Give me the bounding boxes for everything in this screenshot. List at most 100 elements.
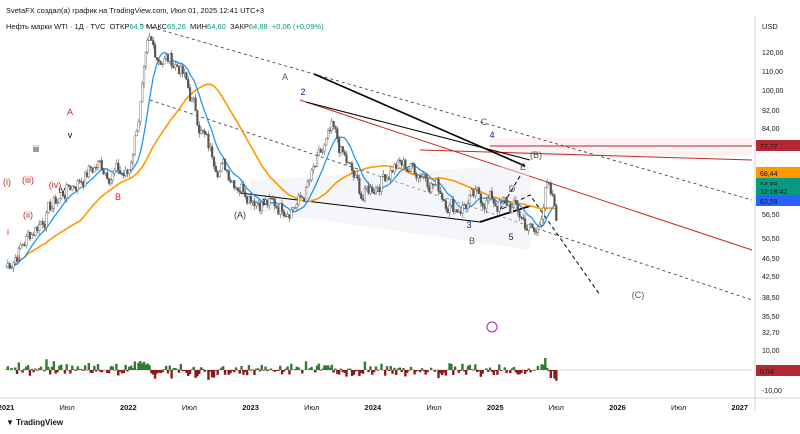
osc-bar [63, 370, 67, 374]
candle-body [466, 203, 470, 209]
osc-bar [453, 366, 457, 370]
candle-body [23, 244, 26, 246]
osc-bar [475, 370, 479, 373]
osc-bar [100, 370, 103, 373]
osc-bar [157, 370, 160, 373]
osc-bar [394, 370, 398, 375]
candle-body [282, 210, 286, 217]
time-axis-label: 2022 [120, 403, 137, 412]
osc-bar [266, 370, 269, 372]
osc-bar [172, 368, 175, 370]
candle-body [67, 184, 70, 187]
candle-body [419, 174, 422, 178]
osc-bar [146, 363, 149, 370]
osc-bar [262, 370, 265, 371]
osc-bar [523, 370, 527, 374]
candle-body [71, 185, 74, 191]
osc-bar [229, 370, 232, 374]
osc-bar [494, 370, 497, 372]
candle-body [96, 160, 100, 168]
osc-bar [30, 368, 33, 370]
price-tag [756, 365, 800, 376]
osc-bar [199, 367, 203, 370]
osc-bar [137, 362, 140, 370]
candle-body [534, 231, 538, 233]
wave-label: 4 [489, 130, 494, 140]
osc-bar [337, 370, 341, 375]
candle-body [341, 146, 344, 152]
osc-bar [188, 370, 192, 375]
osc-bar [369, 366, 372, 370]
osc-bar [106, 370, 109, 373]
candle-body [12, 262, 15, 268]
candle-body [468, 195, 471, 204]
osc-bar [301, 370, 304, 374]
candle-body [266, 199, 269, 206]
osc-bar [185, 370, 188, 373]
osc-bar [80, 369, 83, 370]
osc-bar [308, 368, 311, 370]
osc-bar [325, 365, 328, 370]
osc-bar [26, 365, 30, 370]
candle-body [161, 63, 164, 65]
osc-bar [275, 370, 278, 371]
price-axis-label: 92,00 [762, 108, 780, 115]
candle-body [185, 72, 188, 80]
candle-body [334, 126, 337, 130]
osc-bar [98, 370, 102, 372]
candle-body [448, 205, 451, 214]
candle-body [176, 64, 179, 67]
candle-body [461, 205, 464, 214]
candle-body [214, 166, 217, 172]
osc-bar [326, 365, 330, 370]
candle-body [198, 124, 201, 134]
candle-body [170, 53, 173, 67]
osc-bar [111, 366, 114, 370]
candle-body [229, 179, 232, 183]
osc-bar [135, 369, 138, 370]
candle-body [356, 174, 359, 179]
osc-bar [21, 370, 24, 373]
candle-body [378, 187, 381, 192]
candle-body [465, 204, 468, 209]
osc-bar [155, 370, 159, 374]
candle-body [293, 207, 297, 209]
candle-body [93, 167, 96, 173]
candle-body [133, 135, 136, 155]
candle-body [544, 187, 547, 209]
candle-body [496, 206, 499, 212]
osc-bar [198, 370, 201, 375]
osc-bar [240, 366, 243, 370]
candle-body [511, 207, 514, 214]
osc-bar [36, 370, 39, 371]
osc-bar [429, 367, 433, 370]
candle-body [319, 149, 322, 153]
channel-mid-line [299, 99, 753, 251]
osc-bar [398, 367, 402, 370]
osc-bar [536, 365, 540, 370]
candle-body [17, 247, 20, 262]
price-tag [756, 178, 800, 189]
osc-bar [498, 364, 501, 370]
candle-body [295, 203, 298, 208]
osc-bar [150, 370, 153, 374]
osc-bar [179, 363, 183, 370]
osc-bar [549, 370, 553, 379]
candle-body [139, 101, 142, 122]
osc-bar [374, 366, 378, 370]
candle-body [58, 198, 61, 203]
candle-body [360, 193, 363, 199]
change-value: +0,06 (+0,09%) [271, 22, 324, 31]
osc-bar [485, 368, 488, 370]
osc-bar [363, 361, 367, 370]
time-axis-label: 2021 [0, 403, 14, 412]
candle-body [174, 64, 177, 68]
price-axis-label: 84,00 [762, 126, 780, 133]
osc-bar [133, 361, 137, 370]
osc-bar [93, 365, 96, 370]
candle-body [188, 87, 192, 102]
osc-bar [17, 362, 21, 370]
osc-bar [244, 370, 247, 373]
osc-bar [128, 366, 131, 370]
osc-bar [470, 369, 473, 370]
